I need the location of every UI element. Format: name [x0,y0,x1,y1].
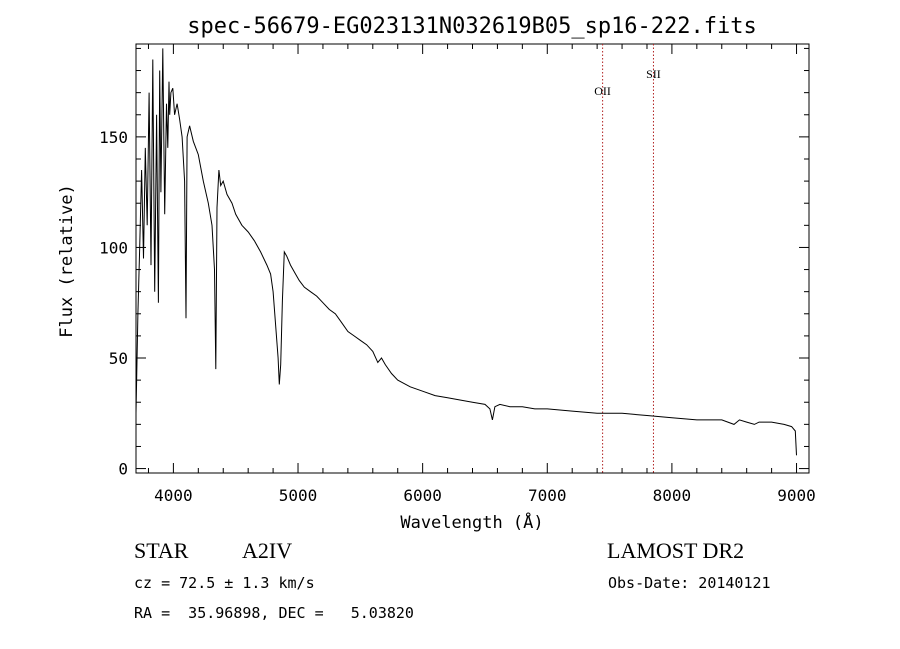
spectral-subclass-label: A2IV [242,538,293,563]
y-tick-label: 100 [99,238,128,257]
object-type-label: STAR [134,538,189,563]
x-tick-label: 4000 [154,486,193,505]
marker-label-oii: OII [594,84,611,98]
x-tick-labels: 4000 5000 6000 7000 8000 9000 [154,486,816,505]
y-tick-label: 0 [118,460,128,479]
x-tick-label: 7000 [528,486,567,505]
survey-label: LAMOST DR2 [607,538,745,563]
marker-label-sii: SII [646,67,661,81]
x-tick-label: 6000 [403,486,442,505]
plot-frame [135,43,810,474]
spectrum-series-line [135,48,797,456]
x-axis-label: Wavelength (Å) [400,511,543,533]
x-tick-label: 8000 [653,486,692,505]
x-tick-label: 9000 [777,486,816,505]
emission-line-markers: OII SII [594,44,661,473]
coordinates-label: RA = 35.96898, DEC = 5.03820 [134,604,414,622]
obs-date-label: Obs-Date: 20140121 [608,574,771,592]
x-tick-label: 5000 [279,486,318,505]
velocity-label: cz = 72.5 ± 1.3 km/s [134,574,315,592]
chart-title: spec-56679-EG023131N032619B05_sp16-222.f… [187,14,757,39]
axis-ticks [136,44,809,473]
y-tick-label: 150 [99,128,128,147]
y-tick-labels: 0 50 100 150 [99,128,128,479]
y-axis-label: Flux (relative) [57,184,77,338]
y-tick-label: 50 [109,349,128,368]
